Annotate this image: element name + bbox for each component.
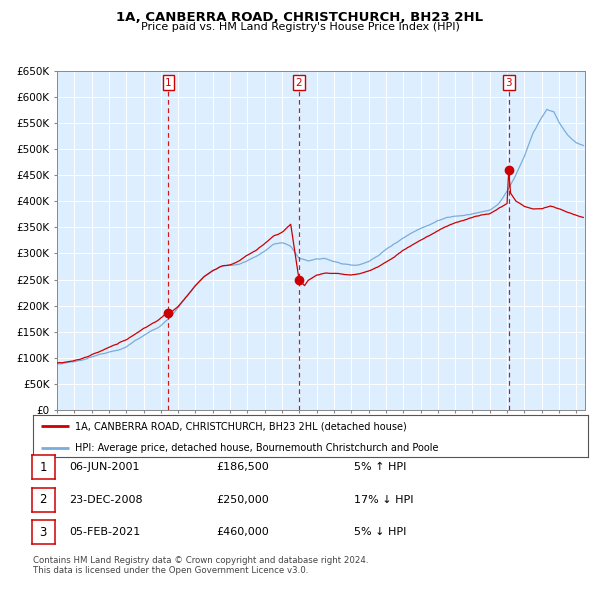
Text: HPI: Average price, detached house, Bournemouth Christchurch and Poole: HPI: Average price, detached house, Bour… (74, 443, 438, 453)
Text: 5% ↓ HPI: 5% ↓ HPI (354, 527, 406, 537)
Text: 23-DEC-2008: 23-DEC-2008 (69, 495, 143, 504)
Text: £460,000: £460,000 (216, 527, 269, 537)
Text: 1: 1 (165, 78, 172, 88)
Text: 17% ↓ HPI: 17% ↓ HPI (354, 495, 413, 504)
Text: This data is licensed under the Open Government Licence v3.0.: This data is licensed under the Open Gov… (33, 566, 308, 575)
Text: £250,000: £250,000 (216, 495, 269, 504)
Text: 3: 3 (505, 78, 512, 88)
Text: 2: 2 (296, 78, 302, 88)
Text: Price paid vs. HM Land Registry's House Price Index (HPI): Price paid vs. HM Land Registry's House … (140, 22, 460, 32)
Text: 5% ↑ HPI: 5% ↑ HPI (354, 463, 406, 472)
Text: 1: 1 (40, 461, 47, 474)
Text: 05-FEB-2021: 05-FEB-2021 (69, 527, 140, 537)
Text: 1A, CANBERRA ROAD, CHRISTCHURCH, BH23 2HL: 1A, CANBERRA ROAD, CHRISTCHURCH, BH23 2H… (116, 11, 484, 24)
Text: £186,500: £186,500 (216, 463, 269, 472)
Text: 2: 2 (40, 493, 47, 506)
Text: 06-JUN-2001: 06-JUN-2001 (69, 463, 139, 472)
Text: 3: 3 (40, 526, 47, 539)
Text: Contains HM Land Registry data © Crown copyright and database right 2024.: Contains HM Land Registry data © Crown c… (33, 556, 368, 565)
Text: 1A, CANBERRA ROAD, CHRISTCHURCH, BH23 2HL (detached house): 1A, CANBERRA ROAD, CHRISTCHURCH, BH23 2H… (74, 421, 406, 431)
